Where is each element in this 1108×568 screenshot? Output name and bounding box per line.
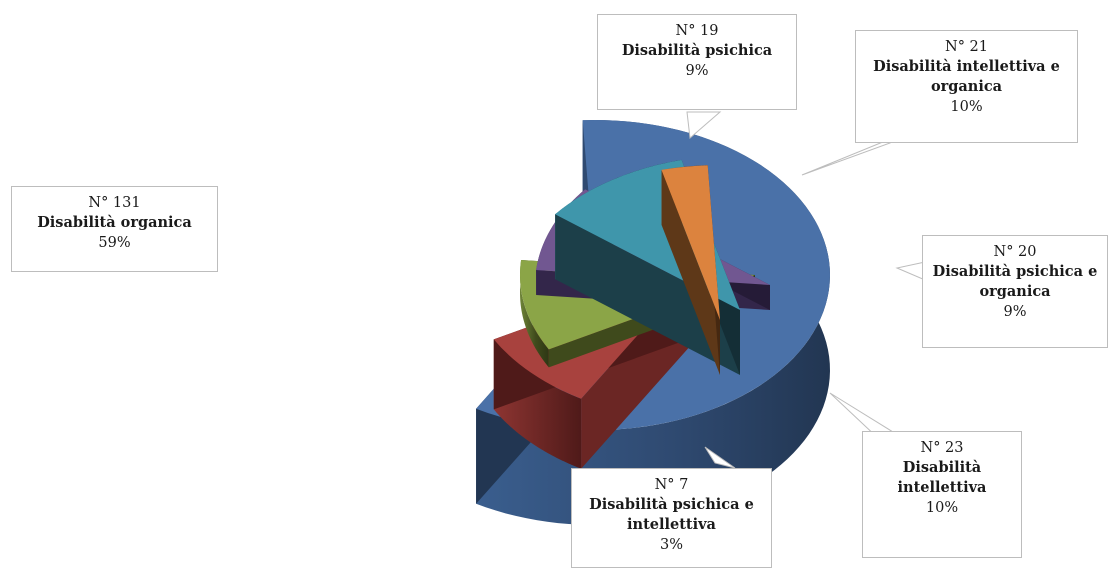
label-name: Disabilità intellettiva e organica (864, 57, 1069, 97)
label-disabilita-psichica: N° 19 Disabilità psichica 9% (597, 14, 797, 110)
label-percent: 59% (20, 233, 209, 253)
label-disabilita-intellettiva: N° 23 Disabilità intellettiva 10% (862, 431, 1022, 558)
label-name: Disabilità organica (20, 213, 209, 233)
label-pointer (687, 112, 720, 138)
label-percent: 10% (864, 97, 1069, 117)
label-disabilita-psichica-intellettiva: N° 7 Disabilità psichica e intellettiva … (571, 468, 772, 568)
label-percent: 3% (580, 535, 763, 555)
label-count: N° 21 (864, 37, 1069, 57)
label-name: Disabilità psichica e organica (931, 262, 1099, 302)
label-percent: 10% (871, 498, 1013, 518)
label-count: N° 19 (606, 21, 788, 41)
label-percent: 9% (931, 302, 1099, 322)
label-name: Disabilità psichica e intellettiva (580, 495, 763, 535)
label-name: Disabilità psichica (606, 41, 788, 61)
label-count: N° 131 (20, 193, 209, 213)
label-percent: 9% (606, 61, 788, 81)
label-count: N° 7 (580, 475, 763, 495)
label-count: N° 23 (871, 438, 1013, 458)
label-disabilita-organica: N° 131 Disabilità organica 59% (11, 186, 218, 272)
label-disabilita-intellettiva-organica: N° 21 Disabilità intellettiva e organica… (855, 30, 1078, 143)
label-pointer (897, 262, 925, 280)
label-name: Disabilità intellettiva (871, 458, 1013, 498)
label-count: N° 20 (931, 242, 1099, 262)
label-disabilita-psichica-organica: N° 20 Disabilità psichica e organica 9% (922, 235, 1108, 348)
